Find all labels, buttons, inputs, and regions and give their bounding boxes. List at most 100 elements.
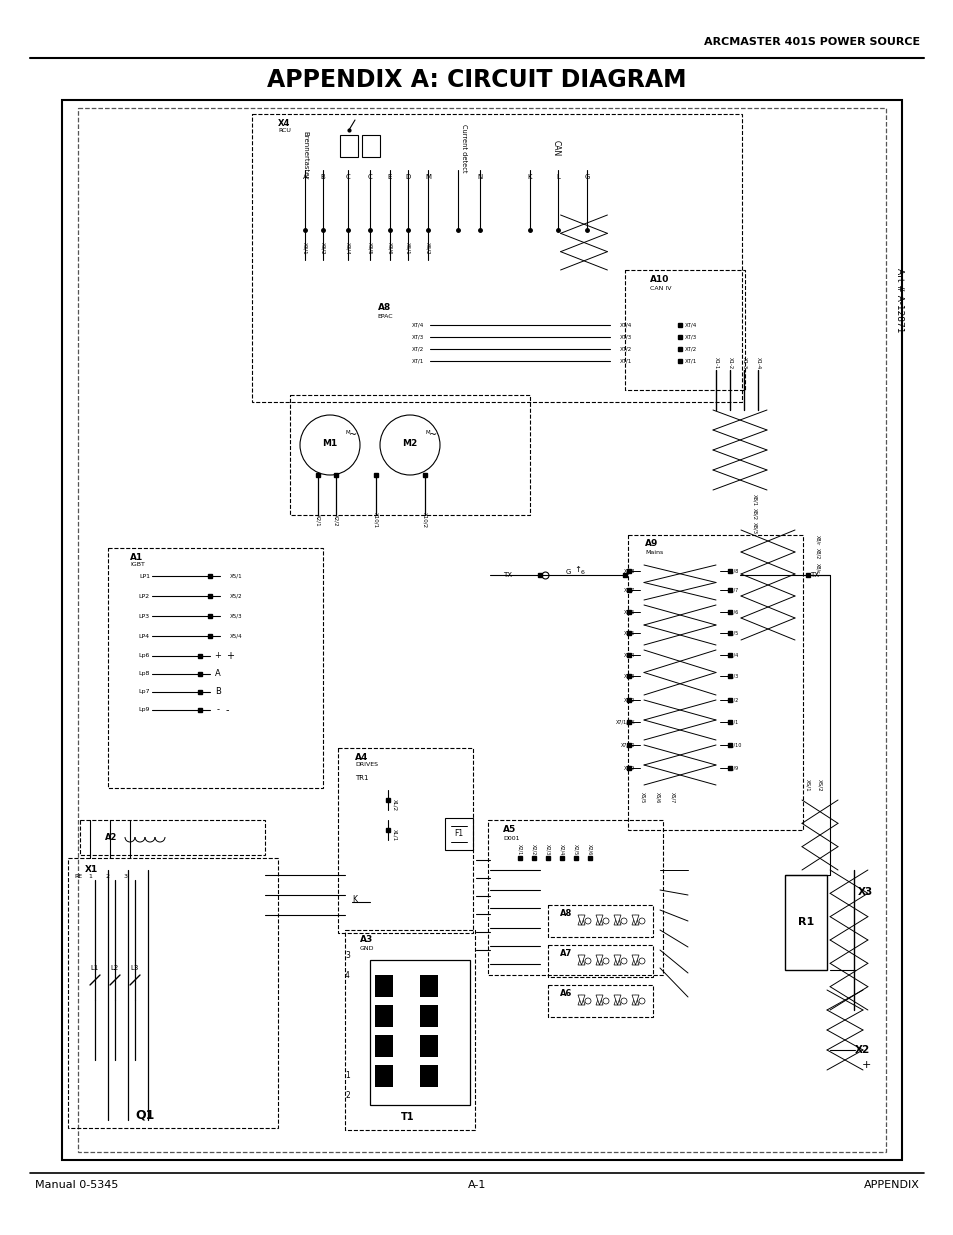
- Bar: [80, 820, 265, 855]
- Text: X2/1: X2/1: [315, 514, 320, 526]
- Text: Q1: Q1: [135, 1109, 154, 1121]
- Text: A10: A10: [649, 275, 669, 284]
- Text: XT/2: XT/2: [412, 347, 423, 352]
- Polygon shape: [578, 915, 584, 925]
- Polygon shape: [631, 915, 639, 925]
- Text: TR1: TR1: [355, 776, 368, 781]
- Text: X7/1: X7/1: [727, 720, 739, 725]
- Text: X2/2: X2/2: [334, 514, 338, 526]
- Text: X7/3: X7/3: [623, 673, 635, 678]
- Text: -: -: [226, 705, 230, 715]
- Text: X7/9: X7/9: [727, 766, 739, 771]
- Text: X7/3: X7/3: [727, 673, 739, 678]
- Text: K: K: [527, 174, 532, 180]
- Bar: [375, 1065, 393, 1087]
- Text: C: C: [345, 174, 350, 180]
- Text: X7/10: X7/10: [620, 742, 635, 747]
- Text: 2: 2: [106, 874, 110, 879]
- Bar: [624, 270, 744, 390]
- Text: X2: X2: [854, 1045, 869, 1055]
- Text: N: N: [476, 174, 482, 180]
- Text: XT/1: XT/1: [684, 358, 697, 363]
- Text: APPENDIX A: CIRCUIT DIAGRAM: APPENDIX A: CIRCUIT DIAGRAM: [267, 68, 686, 91]
- Text: XS/6: XS/6: [655, 793, 659, 804]
- Bar: [375, 1035, 393, 1057]
- Bar: [361, 135, 379, 157]
- Text: X3/5: X3/5: [367, 242, 372, 254]
- Polygon shape: [614, 955, 620, 965]
- Text: F1: F1: [454, 830, 463, 839]
- Text: XS/7: XS/7: [670, 793, 675, 804]
- Text: Manual 0-5345: Manual 0-5345: [35, 1179, 118, 1191]
- Bar: [547, 945, 652, 977]
- Text: XT/2: XT/2: [684, 347, 697, 352]
- Text: A5: A5: [502, 825, 516, 835]
- Text: M2: M2: [402, 438, 417, 447]
- Text: X5/2: X5/2: [230, 594, 242, 599]
- Text: RE: RE: [74, 874, 82, 879]
- Text: A1: A1: [130, 552, 143, 562]
- Bar: [419, 974, 437, 997]
- Bar: [627, 535, 802, 830]
- Polygon shape: [578, 955, 584, 965]
- Text: M1: M1: [322, 438, 337, 447]
- Bar: [488, 820, 662, 974]
- Polygon shape: [614, 995, 620, 1005]
- Text: M: M: [424, 174, 431, 180]
- Text: X8/c: X8/c: [815, 563, 820, 573]
- Text: LP2: LP2: [139, 594, 150, 599]
- Text: X2/6: X2/6: [587, 845, 592, 856]
- Text: B: B: [214, 688, 221, 697]
- Bar: [444, 818, 473, 850]
- Text: Lp9: Lp9: [138, 708, 150, 713]
- Bar: [419, 1065, 437, 1087]
- Text: TX: TX: [503, 572, 512, 578]
- Text: A6: A6: [559, 988, 572, 998]
- Text: IGBT: IGBT: [130, 562, 145, 568]
- Text: L: L: [556, 174, 559, 180]
- Text: +: +: [226, 651, 233, 661]
- Bar: [547, 905, 652, 937]
- Text: X1-2: X1-2: [727, 357, 732, 369]
- Text: TX: TX: [810, 572, 819, 578]
- Bar: [339, 135, 357, 157]
- Text: XT/3: XT/3: [412, 335, 423, 340]
- Text: K: K: [352, 895, 356, 904]
- Bar: [370, 960, 470, 1105]
- Text: Lp7: Lp7: [138, 689, 150, 694]
- Text: XS/5: XS/5: [639, 793, 645, 804]
- Text: L1: L1: [91, 965, 99, 971]
- Text: GND: GND: [359, 946, 375, 951]
- Text: X5/1: X5/1: [230, 573, 242, 578]
- Text: L2: L2: [111, 965, 119, 971]
- Text: XT/3: XT/3: [684, 335, 697, 340]
- Text: A: A: [214, 669, 221, 678]
- Text: X3/2: X3/2: [320, 242, 325, 254]
- Bar: [337, 748, 473, 932]
- Text: XS/2: XS/2: [817, 779, 821, 792]
- Bar: [419, 1035, 437, 1057]
- Text: 1: 1: [88, 874, 91, 879]
- Polygon shape: [578, 955, 584, 965]
- Text: X8/1: X8/1: [752, 494, 757, 506]
- Text: ~: ~: [349, 430, 356, 440]
- Text: A8: A8: [559, 909, 572, 918]
- Polygon shape: [596, 915, 602, 925]
- Text: 1: 1: [345, 1071, 350, 1079]
- Text: X7/10: X7/10: [727, 742, 741, 747]
- Bar: [419, 1005, 437, 1028]
- Text: X7/4: X7/4: [623, 652, 635, 657]
- Text: X7/9: X7/9: [623, 766, 635, 771]
- Text: CAN IV: CAN IV: [649, 285, 671, 290]
- Text: X3/4: X3/4: [345, 242, 350, 254]
- Polygon shape: [631, 995, 639, 1005]
- Text: EPAC: EPAC: [376, 314, 393, 319]
- Polygon shape: [614, 915, 620, 925]
- Text: X7/2: X7/2: [623, 698, 635, 703]
- Text: X5/4: X5/4: [230, 634, 242, 638]
- Polygon shape: [631, 995, 639, 1005]
- Text: R1: R1: [797, 918, 813, 927]
- Text: +: +: [214, 652, 221, 661]
- Text: A2: A2: [105, 834, 117, 842]
- Text: C: C: [367, 174, 372, 180]
